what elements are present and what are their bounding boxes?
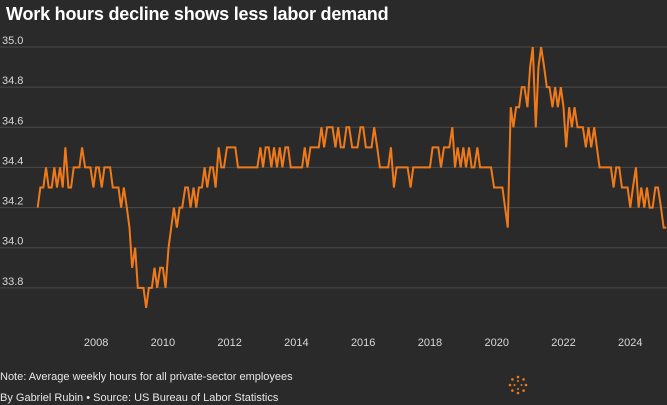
y-tick-label: 35.0 xyxy=(2,35,23,47)
x-tick-label: 2024 xyxy=(618,337,642,349)
x-tick-label: 2008 xyxy=(84,337,108,349)
series-layer xyxy=(36,46,667,309)
y-tick-label: 34.6 xyxy=(2,115,23,127)
line-chart: 35.0 34.8 34.6 34.4 34.2 34.0 33.8 2008 2010 201… xyxy=(0,35,667,349)
y-tick-label: 34.8 xyxy=(2,75,23,87)
x-tick-label: 2016 xyxy=(351,337,375,349)
gridlines xyxy=(0,46,667,289)
chart-title: Work hours decline shows less labor dema… xyxy=(6,4,389,24)
y-tick-label: 34.0 xyxy=(2,236,23,248)
x-tick-label: 2022 xyxy=(551,337,575,349)
byline-source: By Gabriel Rubin • Source: US Bureau of … xyxy=(0,392,279,404)
chart-note: Note: Average weekly hours for all priva… xyxy=(0,371,293,383)
y-tick-label: 34.2 xyxy=(2,196,23,208)
x-tick-label: 2012 xyxy=(217,337,241,349)
brand-logo-icon xyxy=(508,375,528,395)
x-axis-ticks: 2008 2010 2012 2014 2016 2018 2020 2022 2024 xyxy=(84,337,643,349)
y-tick-label: 34.4 xyxy=(2,155,23,167)
x-tick-label: 2010 xyxy=(151,337,175,349)
y-axis-ticks: 35.0 34.8 34.6 34.4 34.2 34.0 33.8 xyxy=(2,35,23,288)
y-tick-label: 33.8 xyxy=(2,276,23,288)
series-line xyxy=(36,46,667,309)
x-tick-label: 2018 xyxy=(418,337,442,349)
x-tick-label: 2014 xyxy=(284,337,308,349)
x-tick-label: 2020 xyxy=(484,337,508,349)
